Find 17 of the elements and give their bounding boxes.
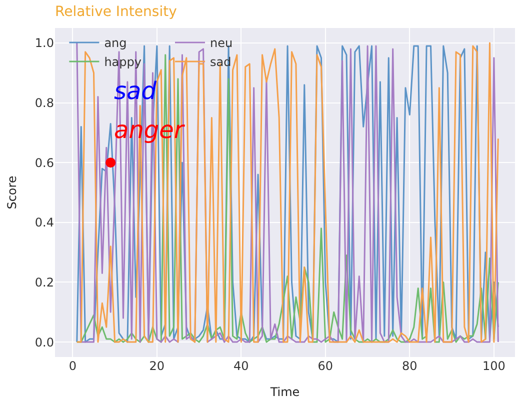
x-tick-label: 100 [482,359,506,373]
x-axis-title: Time [269,384,300,399]
y-tick-label: 0.0 [34,335,54,350]
y-tick-label: 0.2 [34,275,54,290]
legend-label: ang [104,36,127,50]
x-tick-label: 20 [149,359,165,373]
legend-label: neu [210,36,233,50]
x-tick-label: 0 [68,359,77,373]
x-tick-label: 40 [234,359,249,373]
y-tick-label: 0.4 [34,216,54,230]
y-tick-label: 0.8 [34,96,54,110]
y-tick-label: 0.6 [34,156,54,170]
y-tick-label: 1.0 [34,36,54,50]
chart-title: Relative Intensity [55,4,177,20]
y-axis-title: Score [5,176,20,210]
x-tick-label: 60 [318,359,334,373]
x-tick-label: 80 [402,359,418,373]
